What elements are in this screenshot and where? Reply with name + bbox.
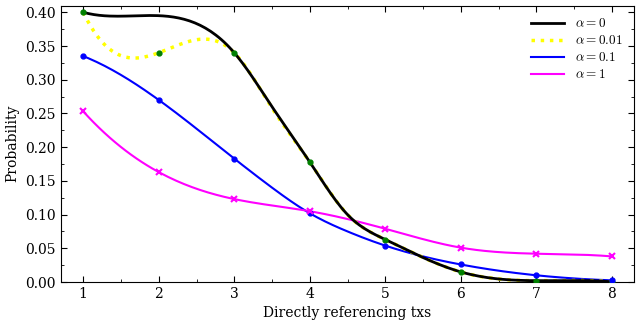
$\alpha = 0$ [220, 40, 228, 44]
$\alpha = 1$ [79, 110, 87, 113]
$\alpha = 0.01$ [608, 280, 616, 284]
$\alpha = 1$ [608, 255, 616, 259]
$\alpha = 0.01$ [581, 279, 589, 283]
$\alpha = 0$ [178, 17, 186, 21]
Line: $\alpha = 0.01$: $\alpha = 0.01$ [83, 12, 612, 282]
Legend: $\alpha = 0$, $\alpha = 0.01$, $\alpha = 0.1$, $\alpha = 1$: $\alpha = 0$, $\alpha = 0.01$, $\alpha =… [526, 12, 628, 87]
$\alpha = 1$ [563, 252, 570, 256]
$\alpha = 0.1$ [581, 277, 589, 281]
$\alpha = 0$ [100, 14, 108, 18]
$\alpha = 0.01$ [111, 51, 119, 55]
$\alpha = 0$ [111, 14, 119, 18]
$\alpha = 0.01$ [178, 42, 186, 46]
$\alpha = 0.01$ [100, 43, 108, 47]
$\alpha = 0.1$ [79, 54, 87, 58]
$\alpha = 0.1$ [220, 149, 228, 153]
Line: $\alpha = 0.1$: $\alpha = 0.1$ [83, 56, 612, 280]
$\alpha = 0.01$ [79, 10, 87, 14]
$\alpha = 0.01$ [563, 278, 570, 282]
$\alpha = 1$ [581, 253, 589, 257]
Y-axis label: Probability: Probability [6, 105, 20, 183]
$\alpha = 0$ [608, 280, 616, 284]
$\alpha = 0.1$ [608, 278, 616, 282]
$\alpha = 0.1$ [178, 115, 186, 119]
Line: $\alpha = 1$: $\alpha = 1$ [83, 111, 612, 257]
$\alpha = 0.1$ [563, 276, 570, 280]
$\alpha = 0.1$ [100, 64, 108, 68]
$\alpha = 0$ [79, 10, 87, 14]
$\alpha = 0$ [563, 278, 570, 282]
$\alpha = 1$ [220, 195, 228, 199]
$\alpha = 0.01$ [220, 43, 228, 47]
X-axis label: Directly referencing txs: Directly referencing txs [264, 306, 431, 320]
Line: $\alpha = 0$: $\alpha = 0$ [83, 12, 612, 282]
$\alpha = 1$ [178, 181, 186, 185]
$\alpha = 1$ [111, 140, 119, 144]
$\alpha = 0.1$ [111, 70, 119, 74]
$\alpha = 0$ [581, 279, 589, 283]
$\alpha = 1$ [100, 131, 108, 135]
